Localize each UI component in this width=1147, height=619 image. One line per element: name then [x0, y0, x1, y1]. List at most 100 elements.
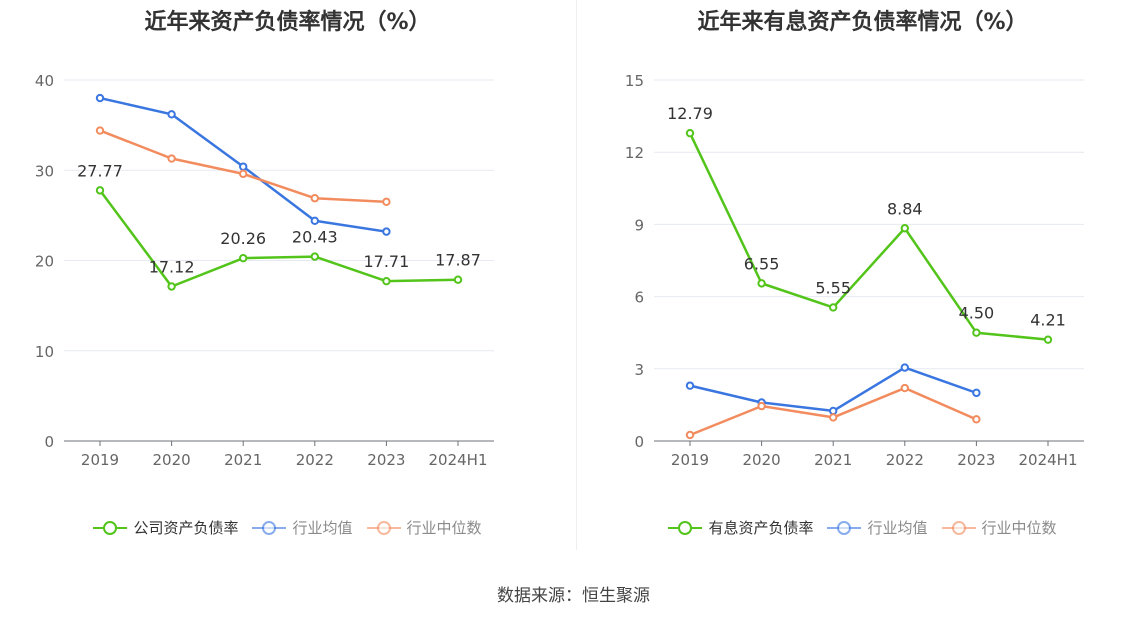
left-chart-series-1-point	[95, 93, 105, 103]
right-chart-series-0-data-label: 12.79	[667, 104, 713, 123]
right-chart-series-2-point	[972, 415, 981, 424]
right-chart-legend-swatch	[668, 520, 703, 535]
left-chart-y-tick-label: 0	[44, 433, 54, 451]
right-chart-series-2-point	[900, 383, 909, 393]
right-chart-legend-swatch-dot	[951, 520, 966, 535]
right-chart-legend-swatch-dot	[678, 520, 693, 535]
right-chart-series-0-line	[688, 132, 1049, 341]
left-chart-legend-swatch-dot	[262, 520, 277, 535]
right-chart-series-0-point	[757, 279, 766, 288]
left-chart-x-tick-label: 2024H1	[429, 451, 488, 469]
right-chart-series-2-point	[685, 430, 695, 440]
right-chart-x-tick-label: 2019	[671, 451, 709, 469]
left-chart-series-1-point	[382, 227, 391, 236]
left-chart-legend-label: 行业中位数	[406, 519, 482, 537]
left-chart-legend-swatch	[252, 520, 287, 535]
left-chart-legend-swatch	[93, 520, 128, 535]
left-chart-series-0-point	[95, 186, 105, 195]
left-chart-x-tick-label: 2019	[81, 451, 119, 469]
right-chart-series-0-point	[1043, 335, 1053, 344]
left-chart-series-1-point	[310, 216, 319, 225]
right-chart-legend-item[interactable]: 行业中位数	[941, 517, 1057, 538]
right-chart-legend-swatch	[941, 520, 976, 535]
left-chart-x-tick-label: 2023	[367, 451, 405, 469]
left-chart-series-0-data-label: 20.26	[220, 229, 266, 248]
right-chart-plot: 0 3 6 9 12 15 2019 2020 2021 2022 2023 2024H1 12.79 6…	[625, 72, 1084, 469]
right-chart-legend: 有息资产负债率 行业均值 行业中位数	[578, 517, 1147, 538]
right-chart-y-tick-label: 15	[625, 72, 644, 90]
left-chart-series-1-point	[239, 162, 248, 171]
right-chart-legend-label: 行业均值	[867, 519, 928, 537]
left-chart-series-0-point	[310, 252, 319, 261]
left-chart-y-tick-label: 30	[35, 162, 54, 180]
panel-divider	[576, 0, 577, 550]
right-chart-series-0-data-label: 5.55	[815, 278, 851, 297]
left-chart-series-0-point	[167, 282, 176, 291]
left-chart-legend-item[interactable]: 行业均值	[252, 517, 353, 538]
left-chart-series-2-point	[95, 126, 105, 135]
left-chart-series-0-point	[239, 253, 248, 263]
right-chart-series-0-data-label: 6.55	[744, 254, 780, 273]
left-chart-series-0-data-label: 27.77	[77, 161, 123, 180]
left-chart-plot: 0 10 20 30 40 2019 2020 2021 2022 2023 2024H1 27.77…	[35, 72, 494, 469]
right-chart-legend-item[interactable]: 有息资产负债率	[668, 517, 813, 538]
right-chart-series-0-point	[900, 224, 909, 233]
left-chart-legend-swatch	[366, 520, 401, 535]
left-chart-y-tick-label: 10	[35, 343, 54, 361]
right-chart-legend-label: 行业中位数	[981, 519, 1057, 537]
left-chart-legend-swatch-dot	[376, 520, 391, 535]
right-chart-series-1-point	[685, 381, 695, 390]
left-chart-legend-swatch-dot	[103, 520, 118, 535]
right-chart-series-0-point	[972, 328, 981, 337]
data-source-caption: 数据来源：恒生聚源	[497, 586, 650, 606]
right-chart-y-tick-label: 3	[634, 361, 644, 379]
right-chart-legend-swatch	[827, 520, 862, 535]
left-chart-series-2-point	[167, 154, 176, 163]
left-chart-series-1-point	[167, 110, 176, 119]
right-chart-series-1-point	[972, 388, 981, 398]
left-chart-series-2-point	[310, 194, 319, 203]
left-chart-legend-label: 公司资产负债率	[133, 519, 239, 537]
left-chart-series-2-point	[382, 197, 391, 207]
left-chart-y-tick-label: 20	[35, 253, 54, 271]
left-chart-series-0-data-label: 17.12	[149, 257, 195, 276]
right-chart-legend-item[interactable]: 行业均值	[827, 517, 928, 538]
left-chart-series-0-point	[382, 276, 391, 286]
left-chart-series-0-point	[453, 275, 463, 284]
left-chart-series-0-data-label: 17.87	[435, 251, 481, 270]
left-chart-y-tick-label: 40	[35, 72, 54, 90]
right-chart-title: 近年来有息资产负债率情况（%）	[697, 10, 1028, 35]
right-chart-legend-label: 有息资产负债率	[708, 519, 814, 537]
left-chart-panel: 近年来资产负债率情况（%） 0 10 20 30 40 2019 2020 2021 2022 2…	[0, 0, 575, 560]
right-chart-y-tick-label: 6	[634, 289, 644, 307]
right-chart-x-tick-label: 2022	[886, 451, 924, 469]
right-chart-x-tick-label: 2020	[743, 451, 781, 469]
right-chart-y-tick-label: 9	[634, 216, 644, 234]
right-chart-series-2-point	[829, 413, 838, 422]
right-chart-series-1-point	[829, 406, 838, 416]
right-chart-x-tick-label: 2024H1	[1019, 451, 1078, 469]
right-chart-x-tick-label: 2021	[814, 451, 852, 469]
left-chart-series-0-data-label: 17.71	[363, 252, 409, 271]
left-chart-x-tick-label: 2021	[224, 451, 262, 469]
left-chart-legend-item[interactable]: 公司资产负债率	[93, 517, 238, 538]
right-chart-x-tick-label: 2023	[957, 451, 995, 469]
left-chart-x-tick-label: 2022	[296, 451, 334, 469]
left-chart-series-0-data-label: 20.43	[292, 228, 338, 247]
right-chart-series-1-line	[689, 366, 977, 413]
right-chart-series-0-data-label: 4.50	[959, 304, 995, 323]
left-chart-legend-label: 行业均值	[292, 519, 353, 537]
left-chart-series-2-point	[239, 169, 248, 179]
right-chart-series-0-point	[685, 128, 695, 138]
right-chart-series-0-data-label: 4.21	[1030, 311, 1066, 330]
left-chart-title: 近年来资产负债率情况（%）	[144, 10, 431, 35]
left-chart-legend: 公司资产负债率 行业均值 行业中位数	[0, 517, 575, 538]
right-chart-y-tick-label: 12	[625, 144, 644, 162]
right-chart-panel: 近年来有息资产负债率情况（%） 0 3 6 9 12 15 2019 2020 2021 2022…	[578, 0, 1147, 560]
right-chart-series-0-data-label: 8.84	[887, 199, 923, 218]
right-chart-series-1-point	[900, 363, 909, 372]
left-chart-series-0-line	[98, 189, 459, 288]
right-chart-legend-swatch-dot	[837, 520, 852, 535]
left-chart-legend-item[interactable]: 行业中位数	[366, 517, 482, 538]
right-chart-series-0-point	[829, 303, 838, 312]
